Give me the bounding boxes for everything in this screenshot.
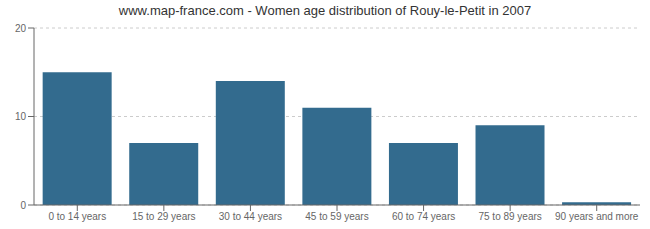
svg-text:15 to 29 years: 15 to 29 years: [132, 211, 195, 222]
svg-text:30 to 44 years: 30 to 44 years: [219, 211, 282, 222]
svg-text:0 to 14 years: 0 to 14 years: [48, 211, 106, 222]
svg-text:90 years and more: 90 years and more: [555, 211, 639, 222]
html-text:www.map-france.com - Women age: www.map-france.com - Women age distribut…: [118, 3, 532, 18]
svg-text:75 to 89 years: 75 to 89 years: [478, 211, 541, 222]
svg-text:0: 0: [20, 200, 26, 211]
svg-text:60 to 74 years: 60 to 74 years: [392, 211, 455, 222]
svg-text:20: 20: [15, 23, 27, 34]
svg-text:10: 10: [15, 111, 27, 122]
svg-text:45 to 59 years: 45 to 59 years: [305, 211, 368, 222]
